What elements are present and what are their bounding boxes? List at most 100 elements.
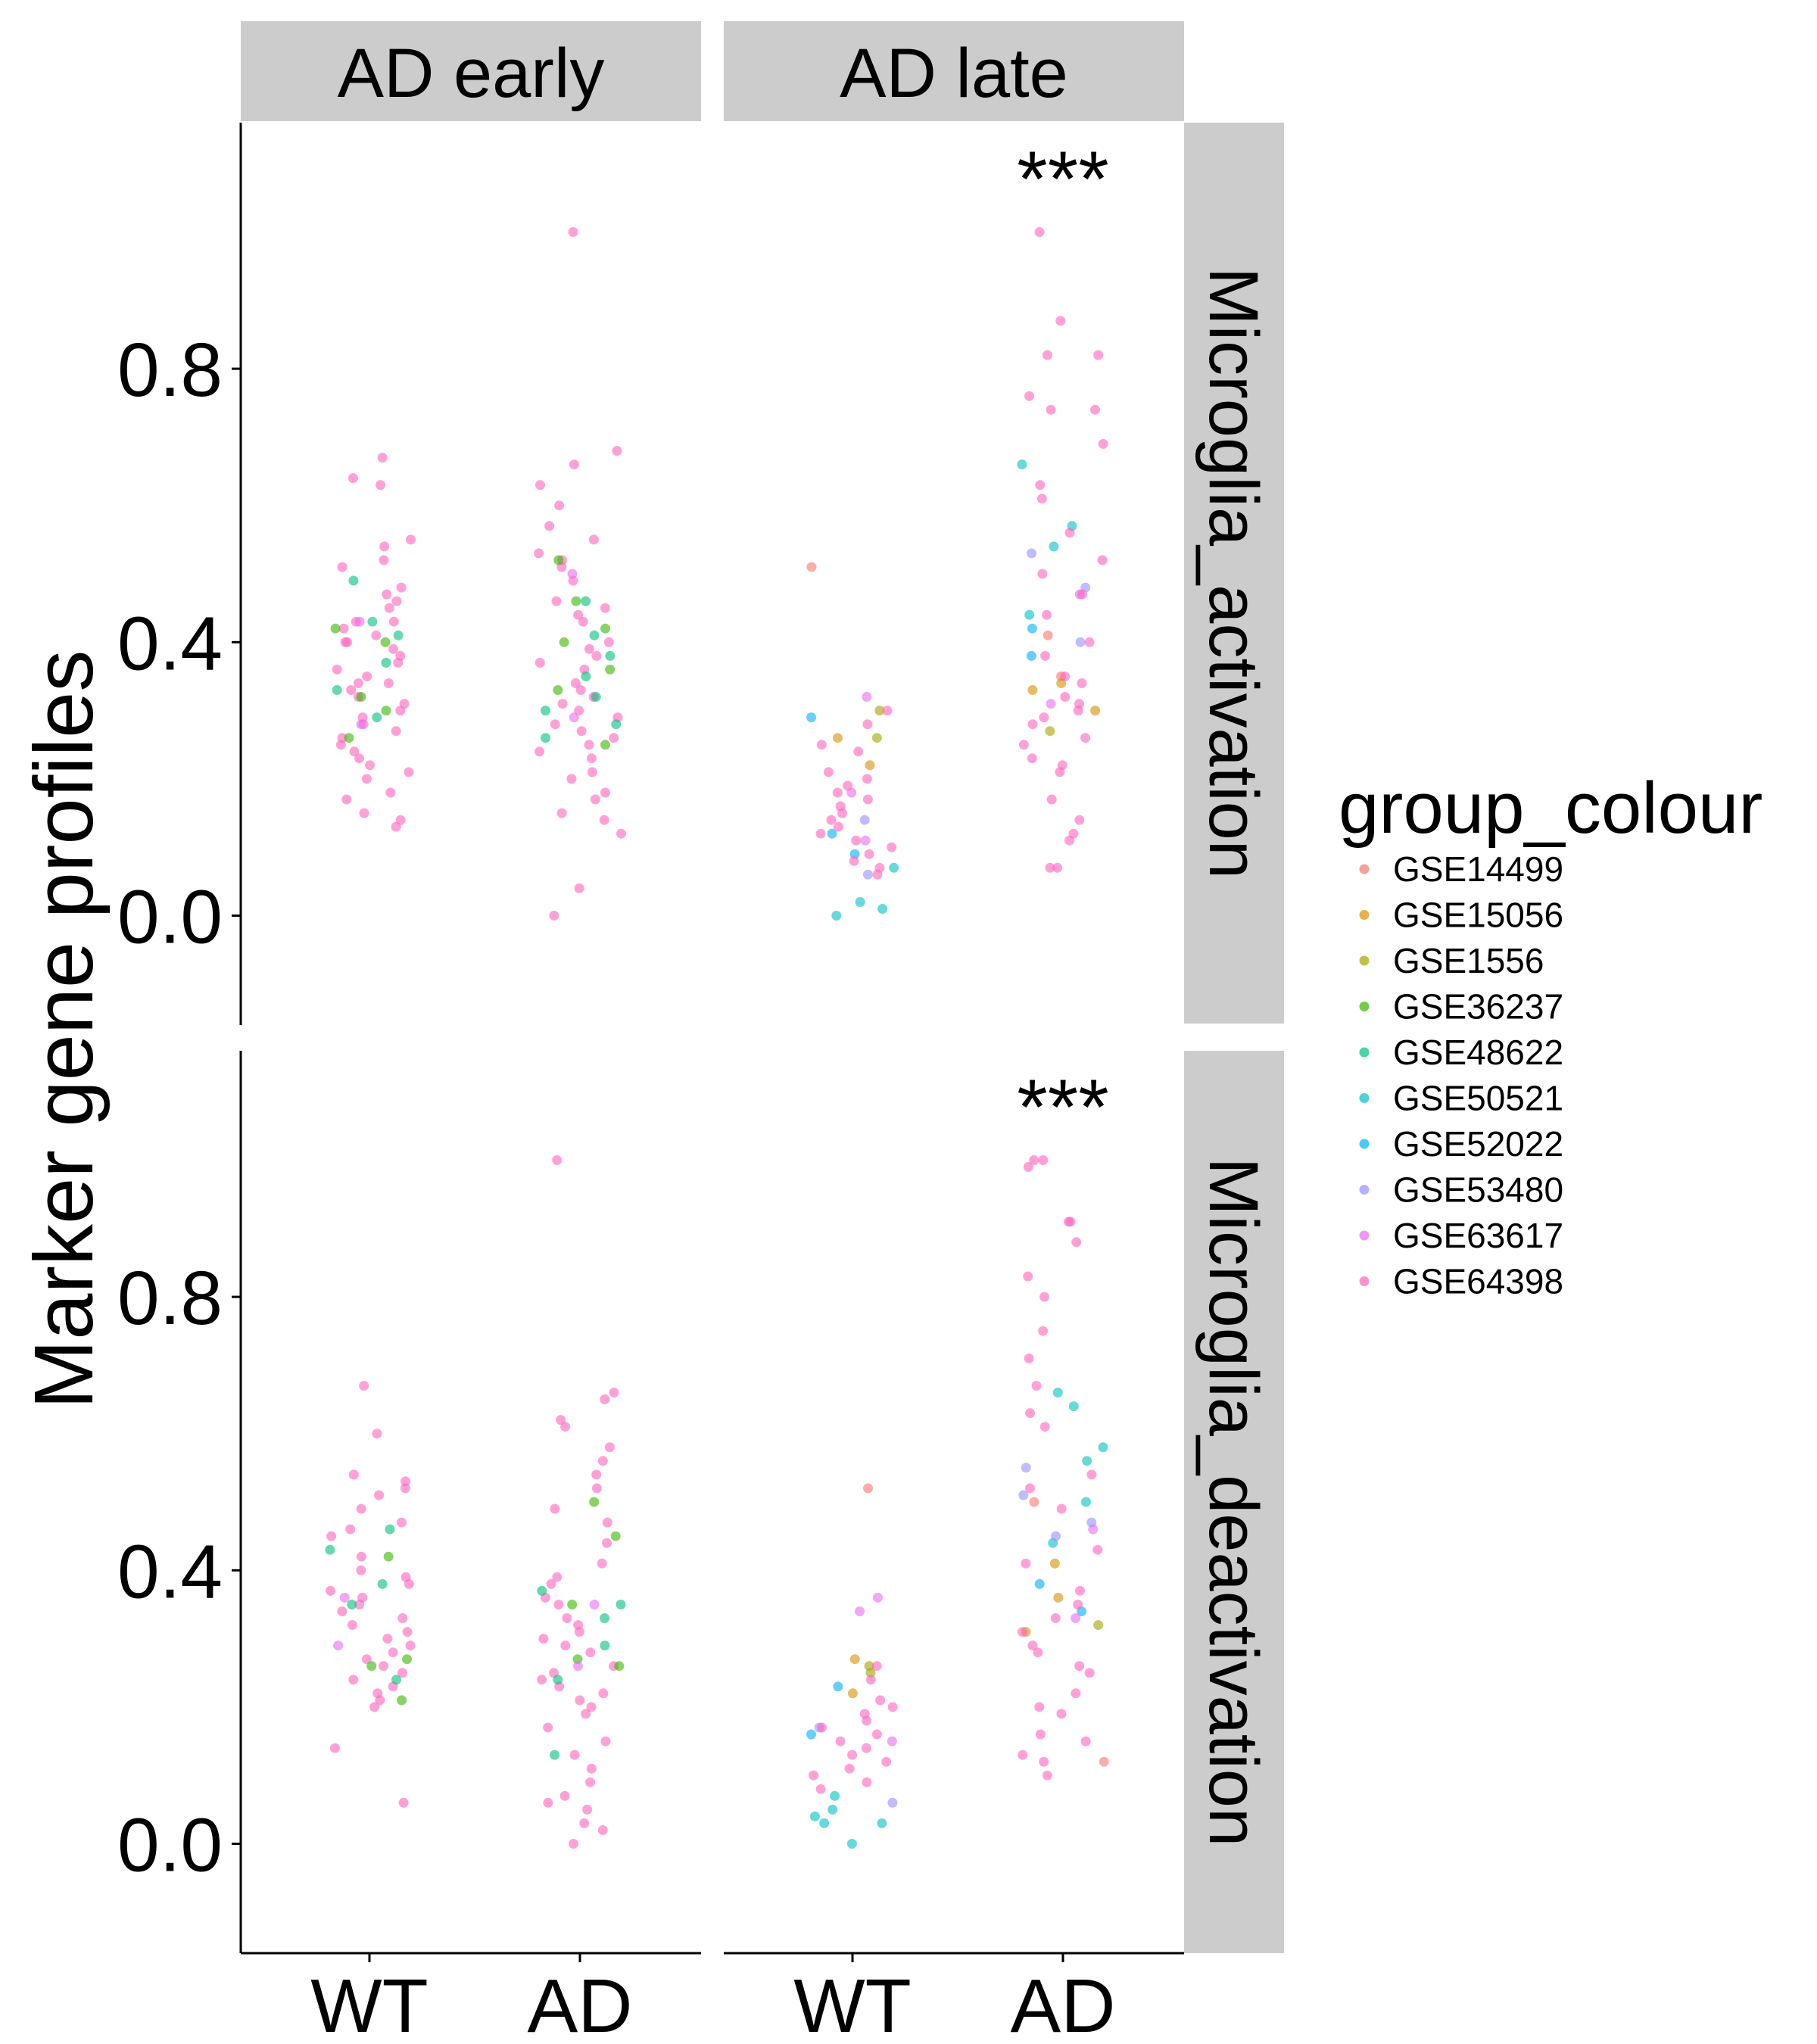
data-point-gse64398 — [569, 1750, 580, 1760]
strip-ad-early — [241, 21, 701, 121]
data-point-gse64398 — [559, 1790, 570, 1801]
data-point-gse64398 — [1018, 1750, 1028, 1760]
data-point-gse52022 — [1026, 650, 1036, 661]
data-point-gse48622 — [589, 630, 600, 640]
data-point-gse64398 — [371, 630, 382, 640]
data-point-gse64398 — [379, 541, 390, 552]
data-point-gse64398 — [1074, 815, 1085, 825]
data-point-gse64398 — [833, 821, 843, 832]
data-point-gse64398 — [1018, 1627, 1027, 1637]
data-point-gse1556 — [874, 706, 885, 716]
data-point-gse64398 — [872, 869, 883, 880]
panel-microglia-activation-ad-early: 0.0 0.4 0.8 — [117, 123, 626, 1025]
data-point-gse64398 — [560, 1422, 571, 1432]
data-point-gse52022 — [827, 828, 837, 839]
legend-label-gse53480: GSE53480 — [1393, 1170, 1563, 1210]
data-point-gse64398 — [550, 1503, 560, 1514]
data-point-gse36237 — [381, 706, 391, 716]
data-point-gse64398 — [1064, 1217, 1074, 1227]
data-point-gse64398 — [1074, 1661, 1085, 1672]
data-point-gse64398 — [1071, 1237, 1082, 1248]
legend-entries: GSE14499 GSE15056 GSE1556 GSE36237 GSE48622 G… — [1359, 849, 1563, 1301]
data-point-gse15056 — [865, 760, 875, 771]
data-point-gse64398 — [335, 740, 346, 750]
data-point-gse52022 — [806, 1729, 816, 1740]
data-point-gse64398 — [1055, 767, 1065, 777]
data-point-gse50521 — [1081, 1497, 1091, 1507]
data-point-gse64398 — [1046, 404, 1056, 415]
data-point-gse64398 — [609, 1388, 619, 1397]
data-point-gse64398 — [591, 1469, 602, 1480]
legend-label-gse48622: GSE48622 — [1393, 1033, 1563, 1072]
data-point-gse64398 — [853, 746, 864, 757]
data-point-gse64398 — [815, 828, 826, 839]
data-point-gse36237 — [610, 1531, 621, 1541]
panels: 0.0 0.4 0.8 *** 0.0 0.4 0.8 WT AD *** WT AD — [117, 123, 1184, 2044]
data-point-gse64398 — [1077, 589, 1087, 600]
data-point-gse64398 — [1060, 671, 1071, 681]
data-point-gse36237 — [330, 623, 341, 634]
data-point-gse64398 — [348, 1675, 359, 1685]
data-point-gse14499 — [1043, 630, 1053, 640]
data-point-gse64398 — [849, 855, 859, 866]
data-point-gse64398 — [1035, 1729, 1046, 1740]
data-point-gse64398 — [1080, 1736, 1091, 1746]
legend-key-gse52022 — [1359, 1139, 1370, 1149]
data-point-gse64398 — [576, 726, 587, 737]
data-point-gse64398 — [864, 849, 874, 859]
data-point-gse64398 — [1043, 350, 1052, 360]
data-point-gse64398 — [534, 548, 544, 559]
data-point-gse64398 — [391, 726, 401, 737]
data-point-gse48622 — [591, 692, 601, 702]
data-point-gse15056 — [847, 1688, 858, 1699]
data-point-gse64398 — [573, 609, 584, 620]
strip-label-microglia-activation: Microglia_activation — [1195, 267, 1272, 879]
data-point-gse64398 — [568, 227, 578, 237]
data-point-gse64398 — [332, 664, 342, 675]
data-point-gse14499 — [806, 562, 817, 572]
x-tick-label: AD — [528, 1964, 633, 2044]
data-point-gse36237 — [402, 1654, 413, 1665]
data-point-gse63617 — [855, 1606, 865, 1616]
data-point-gse64398 — [372, 1429, 382, 1439]
legend-title: group_colour — [1339, 768, 1762, 849]
data-point-gse50521 — [1052, 1388, 1063, 1397]
data-point-gse64398 — [579, 1818, 590, 1828]
data-point-gse52022 — [806, 712, 817, 723]
data-point-gse64398 — [569, 1839, 578, 1849]
data-point-gse64398 — [1064, 528, 1075, 538]
data-point-gse64398 — [1034, 227, 1045, 237]
data-point-gse64398 — [1025, 1483, 1035, 1494]
data-point-gse36237 — [589, 1497, 600, 1507]
data-point-gse50521 — [809, 1811, 820, 1821]
data-point-gse48622 — [553, 1675, 563, 1685]
data-point-gse64398 — [1029, 1155, 1039, 1165]
data-point-gse64398 — [560, 1640, 571, 1651]
data-point-gse64398 — [353, 678, 363, 688]
data-point-gse53480 — [887, 1797, 898, 1808]
data-point-gse50521 — [855, 897, 865, 907]
data-point-gse64398 — [338, 623, 349, 634]
data-point-gse53480 — [1027, 548, 1037, 559]
data-point-gse64398 — [553, 1600, 564, 1609]
data-point-gse64398 — [574, 706, 584, 716]
strip-microglia-deactivation — [1184, 1051, 1284, 1953]
data-point-gse64398 — [1093, 350, 1104, 360]
data-point-gse64398 — [1077, 678, 1087, 688]
data-point-gse48622 — [385, 1524, 395, 1535]
data-point-gse64398 — [578, 616, 588, 627]
data-point-gse1556 — [871, 733, 882, 743]
data-point-gse63617 — [573, 1661, 583, 1672]
data-point-gse64398 — [837, 808, 847, 818]
panel-microglia-activation-ad-late: *** — [806, 136, 1109, 921]
data-point-gse48622 — [537, 1585, 547, 1596]
data-point-gse63617 — [1088, 1524, 1099, 1535]
data-point-gse64398 — [584, 740, 594, 750]
data-point-gse64398 — [574, 883, 584, 893]
data-point-gse36237 — [571, 596, 581, 606]
data-point-gse50521 — [1024, 609, 1035, 620]
panel-microglia-deactivation-ad-late: *** WT AD — [724, 1064, 1184, 2044]
data-point-gse64398 — [816, 740, 827, 750]
data-point-gse64398 — [348, 1469, 359, 1480]
legend-key-gse63617 — [1359, 1230, 1370, 1241]
